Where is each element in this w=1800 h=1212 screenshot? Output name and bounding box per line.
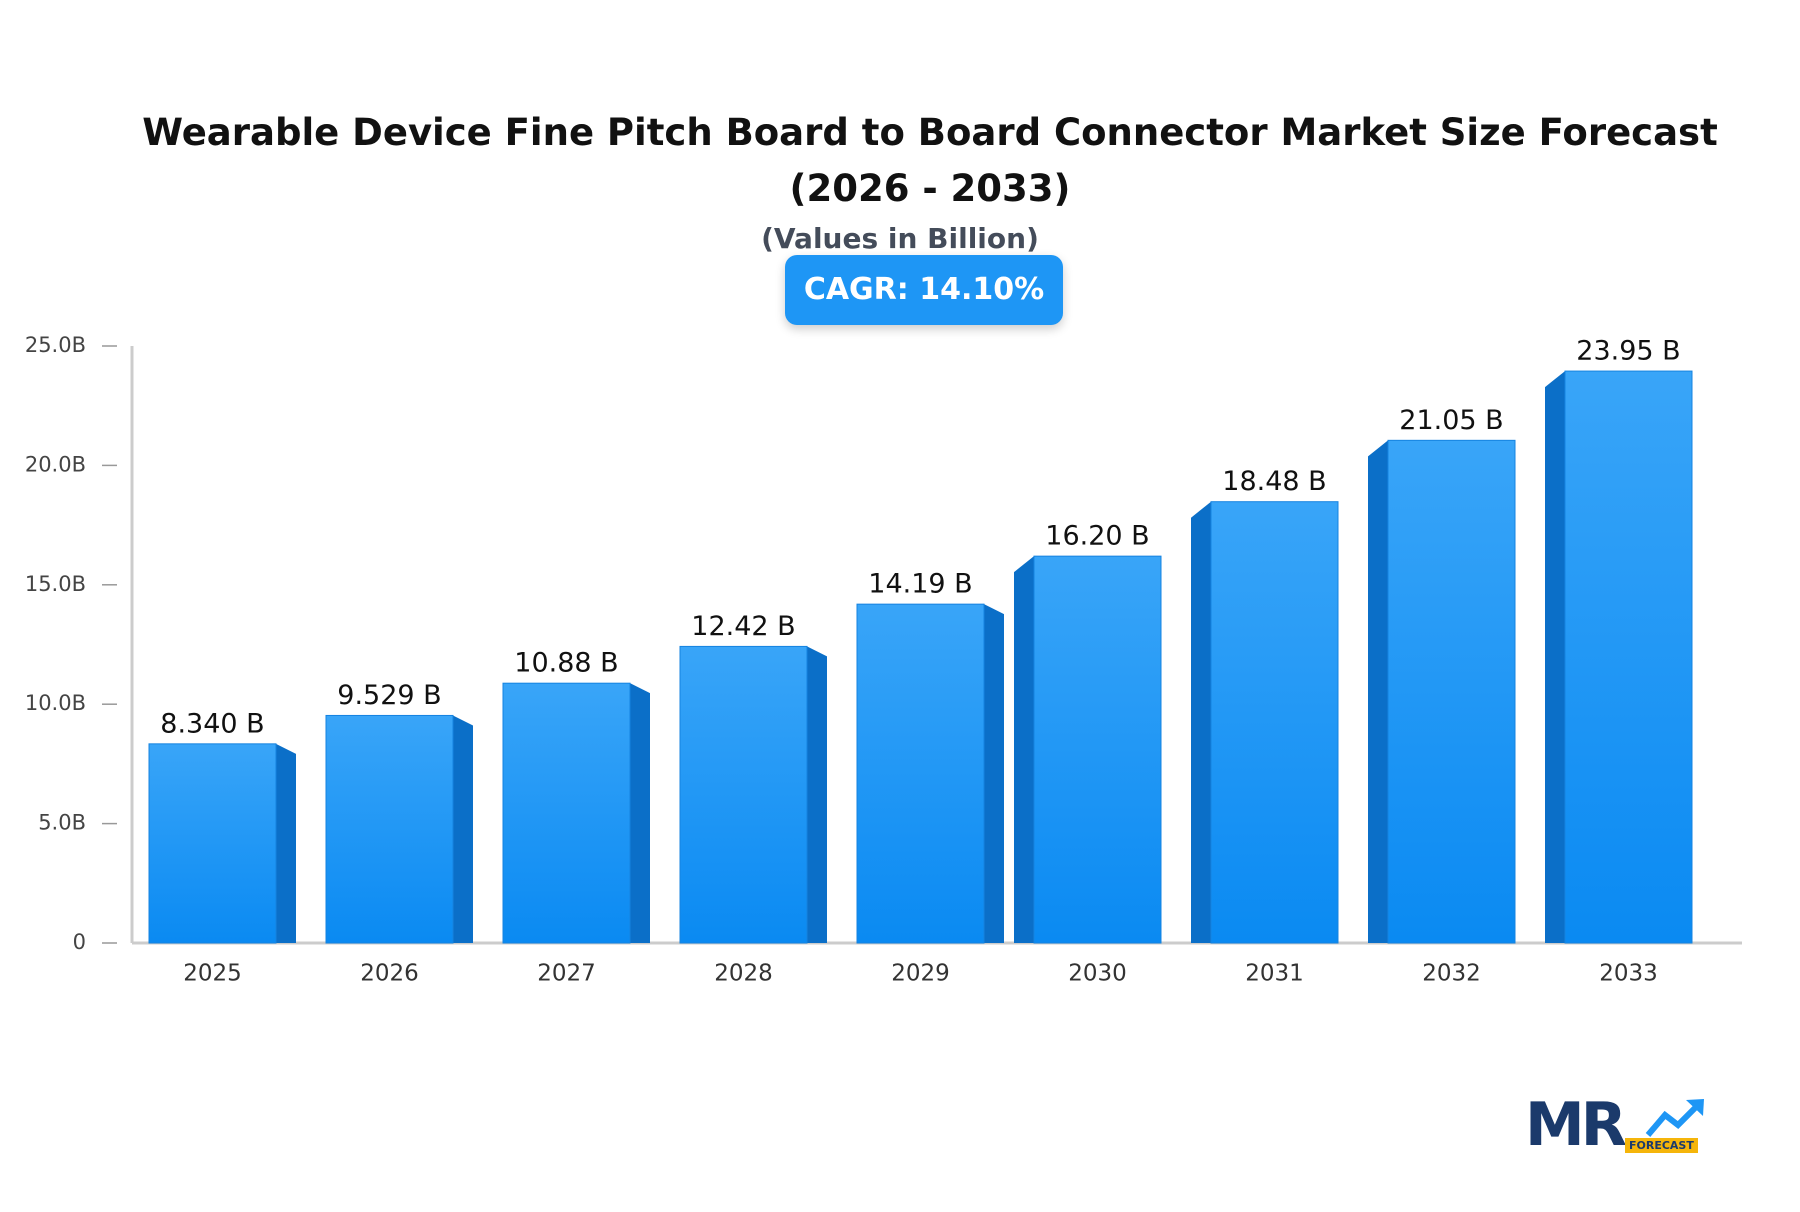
y-tick-label: 25.0B <box>25 333 86 357</box>
chart-subtitle: (Values in Billion) <box>761 222 1039 255</box>
bar <box>502 682 631 944</box>
x-tick-label: 2032 <box>1422 961 1481 987</box>
value-label: 12.42 B <box>691 611 795 642</box>
logo-text: MR <box>1525 1090 1627 1160</box>
value-label: 23.95 B <box>1576 336 1680 367</box>
bar-side <box>1014 556 1034 943</box>
bar <box>679 645 808 944</box>
logo-subtext: FORECAST <box>1625 1138 1698 1153</box>
value-label: 18.48 B <box>1222 466 1326 497</box>
bar-side <box>984 604 1004 943</box>
cagr-badge: CAGR: 14.10% <box>785 255 1063 325</box>
y-tick-label: 20.0B <box>25 452 86 476</box>
bar <box>148 743 277 944</box>
value-label: 21.05 B <box>1399 405 1503 436</box>
bar-side <box>1191 501 1211 943</box>
bar <box>1210 501 1339 944</box>
bar <box>325 714 454 944</box>
bar-side <box>630 683 650 943</box>
bar <box>1033 555 1162 944</box>
x-tick-label: 2033 <box>1599 961 1658 987</box>
x-tick-label: 2031 <box>1245 961 1304 987</box>
bar <box>1387 439 1516 944</box>
x-tick-label: 2026 <box>360 961 419 987</box>
chart-title: Wearable Device Fine Pitch Board to Boar… <box>142 111 1718 210</box>
y-tick-label: 10.0B <box>25 691 86 715</box>
x-tick-label: 2025 <box>183 961 242 987</box>
bar-side <box>276 743 296 943</box>
y-tick-label: 0 <box>73 930 86 954</box>
x-tick-label: 2028 <box>714 961 773 987</box>
y-tick-label: 15.0B <box>25 572 86 596</box>
value-label: 9.529 B <box>337 680 441 711</box>
value-label: 10.88 B <box>514 648 618 679</box>
bar-side <box>807 646 827 943</box>
y-tick-label: 5.0B <box>38 811 86 835</box>
bar <box>1564 370 1693 944</box>
value-label: 16.20 B <box>1045 521 1149 552</box>
bar-side <box>1545 371 1565 944</box>
bar <box>856 603 985 944</box>
x-tick-label: 2027 <box>537 961 596 987</box>
x-tick-label: 2030 <box>1068 961 1127 987</box>
value-label: 14.19 B <box>868 569 972 600</box>
x-tick-label: 2029 <box>891 961 950 987</box>
bar-side <box>1368 440 1388 943</box>
bar-side <box>453 715 473 943</box>
value-label: 8.340 B <box>160 708 264 739</box>
logo-arrow <box>1645 1099 1704 1137</box>
